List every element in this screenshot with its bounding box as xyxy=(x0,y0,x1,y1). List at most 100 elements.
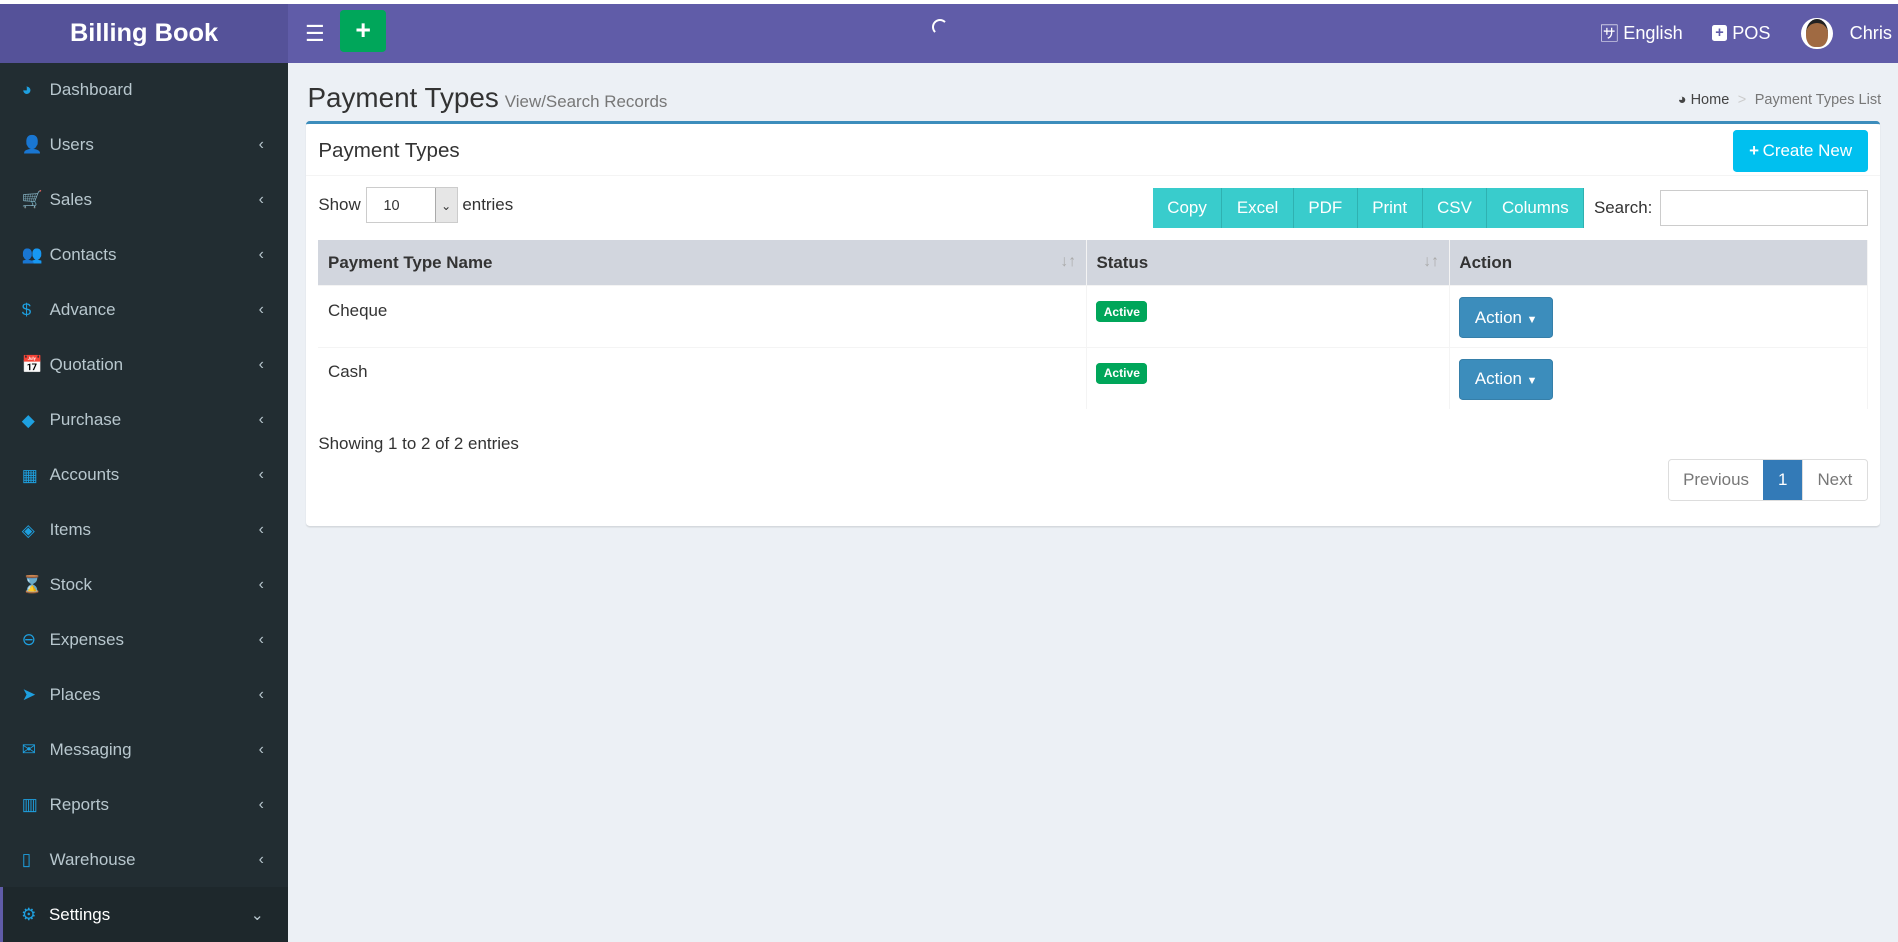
cart-icon: 🛒 xyxy=(21,190,43,210)
pos-label: POS xyxy=(1732,22,1771,43)
cube-icon: ◆ xyxy=(21,410,35,430)
sidebar-item-contacts[interactable]: 👥 Contacts ‹ xyxy=(0,228,288,283)
excel-button[interactable]: Excel xyxy=(1222,188,1294,229)
sidebar-item-accounts[interactable]: ▦ Accounts ‹ xyxy=(0,448,288,503)
sidebar-item-label: Accounts xyxy=(49,465,120,485)
chevron-left-icon: ‹ xyxy=(258,740,264,758)
page-1-button[interactable]: 1 xyxy=(1763,460,1802,501)
action-button[interactable]: Action ▼ xyxy=(1459,296,1553,339)
language-menu[interactable]: 🈂 English xyxy=(1600,4,1682,63)
breadcrumb-home[interactable]: Home xyxy=(1690,91,1730,108)
sidebar-item-label: Expenses xyxy=(49,629,124,649)
pdf-button[interactable]: PDF xyxy=(1293,188,1358,229)
column-header-name[interactable]: Payment Type Name ↓↑ xyxy=(318,240,1087,286)
language-icon: 🈂 xyxy=(1600,24,1619,45)
columns-button[interactable]: Columns xyxy=(1487,188,1585,229)
dashboard-icon: ◕ xyxy=(1677,91,1687,108)
breadcrumb-current: Payment Types List xyxy=(1754,91,1882,108)
entries-length: Show 10 ⌄ entries xyxy=(318,186,513,224)
sidebar-item-dashboard[interactable]: ◕ Dashboard xyxy=(0,63,288,118)
dashboard-icon: ◕ xyxy=(21,80,33,100)
sidebar-item-label: Warehouse xyxy=(49,849,136,869)
sidebar-item-items[interactable]: ◈ Items ‹ xyxy=(0,503,288,558)
csv-button[interactable]: CSV xyxy=(1422,188,1488,229)
envelope-icon: ✉ xyxy=(21,740,36,760)
search-box: Search: xyxy=(1593,190,1868,227)
plus-icon: + xyxy=(1749,141,1759,161)
bar-chart-icon: ▥ xyxy=(21,795,38,815)
cogs-icon: ⚙ xyxy=(21,905,37,925)
sidebar-item-purchase[interactable]: ◆ Purchase ‹ xyxy=(0,393,288,448)
page-title-text: Payment Types xyxy=(307,82,499,114)
create-new-button[interactable]: + Create New xyxy=(1733,130,1868,173)
page-title: Payment Types View/Search Records xyxy=(307,82,667,114)
top-strip xyxy=(0,0,1898,4)
chevron-left-icon: ‹ xyxy=(258,795,264,813)
sidebar-item-label: Contacts xyxy=(49,245,117,265)
next-button[interactable]: Next xyxy=(1801,460,1867,501)
entries-value: 10 xyxy=(383,197,400,214)
sidebar-item-expenses[interactable]: ⊖ Expenses ‹ xyxy=(0,612,288,667)
sidebar: ◕ Dashboard 👤 Users ‹ 🛒 Sales ‹ 👥 Contacts ‹ $ Advan… xyxy=(0,62,289,942)
sidebar-item-label: Advance xyxy=(49,300,116,320)
export-buttons: Copy Excel PDF Print CSV Columns xyxy=(1152,188,1585,229)
table-header: Payment Type Name ↓↑ Status ↓↑ Action xyxy=(318,240,1868,286)
chevron-left-icon: ‹ xyxy=(258,301,264,319)
sidebar-item-label: Reports xyxy=(49,794,109,814)
sidebar-item-advance[interactable]: $ Advance ‹ xyxy=(0,283,288,338)
th-large-icon: ▦ xyxy=(21,465,38,485)
sidebar-item-label: Dashboard xyxy=(49,80,133,100)
sidebar-item-reports[interactable]: ▥ Reports ‹ xyxy=(0,777,288,832)
column-label: Status xyxy=(1096,252,1149,272)
menu-toggle-icon[interactable]: ☰ xyxy=(305,20,325,46)
sidebar-item-messaging[interactable]: ✉ Messaging ‹ xyxy=(0,722,288,777)
sidebar-item-settings[interactable]: ⚙ Settings ⌄ xyxy=(0,887,289,942)
hourglass-icon: ⌛ xyxy=(21,574,43,594)
print-button[interactable]: Print xyxy=(1357,188,1423,229)
language-label: English xyxy=(1623,22,1683,43)
sort-icon: ↓↑ xyxy=(1060,252,1077,270)
sidebar-item-warehouse[interactable]: ▯ Warehouse ‹ xyxy=(0,832,288,887)
sidebar-item-users[interactable]: 👤 Users ‹ xyxy=(0,118,288,173)
action-button[interactable]: Action ▼ xyxy=(1459,358,1553,400)
pos-link[interactable]: + POS xyxy=(1711,4,1771,63)
previous-button[interactable]: Previous xyxy=(1683,470,1749,490)
column-header-status[interactable]: Status ↓↑ xyxy=(1086,240,1450,286)
cell-status: Active xyxy=(1086,346,1450,409)
chevron-left-icon: ‹ xyxy=(258,466,264,484)
chevron-left-icon: ‹ xyxy=(258,521,264,539)
payment-types-box: Payment Types + Create New Show 10 ⌄ entri… xyxy=(306,121,1880,526)
status-badge: Active xyxy=(1096,362,1148,384)
pagination: Previous 1 Next xyxy=(1667,459,1868,502)
sidebar-item-label: Users xyxy=(49,135,94,155)
entries-select[interactable]: 10 ⌄ xyxy=(365,186,458,224)
avatar xyxy=(1801,17,1833,50)
app-logo[interactable]: Billing Book xyxy=(0,3,289,63)
column-label: Payment Type Name xyxy=(328,252,493,272)
sidebar-item-label: Purchase xyxy=(49,410,122,430)
sidebar-item-quotation[interactable]: 📅 Quotation ‹ xyxy=(0,338,288,393)
table-row: Cheque Active Action ▼ xyxy=(318,285,1868,348)
action-label: Action xyxy=(1474,307,1522,327)
sidebar-item-label: Quotation xyxy=(49,355,124,375)
building-icon: ▯ xyxy=(21,850,32,870)
search-label: Search: xyxy=(1593,198,1653,218)
sidebar-item-label: Settings xyxy=(48,904,111,924)
search-input[interactable] xyxy=(1659,190,1868,227)
sort-icon: ↓↑ xyxy=(1423,252,1439,270)
sidebar-item-stock[interactable]: ⌛ Stock ‹ xyxy=(0,558,288,613)
user-name: Chris xyxy=(1849,22,1892,43)
cell-action: Action ▼ xyxy=(1449,346,1868,409)
chevron-left-icon: ‹ xyxy=(258,411,264,429)
sidebar-item-label: Sales xyxy=(49,190,92,210)
quick-add-button[interactable]: + xyxy=(340,9,387,53)
chevron-down-icon: ⌄ xyxy=(250,906,264,924)
sidebar-item-places[interactable]: ➤ Places ‹ xyxy=(0,667,288,722)
chevron-left-icon: ‹ xyxy=(258,136,264,154)
sidebar-item-sales[interactable]: 🛒 Sales ‹ xyxy=(0,173,288,228)
chevron-left-icon: ‹ xyxy=(258,575,264,593)
calendar-plus-icon: 📅 xyxy=(21,355,43,375)
user-menu[interactable]: Chris xyxy=(1801,4,1892,63)
copy-button[interactable]: Copy xyxy=(1152,188,1223,229)
chevron-left-icon: ‹ xyxy=(258,356,264,374)
